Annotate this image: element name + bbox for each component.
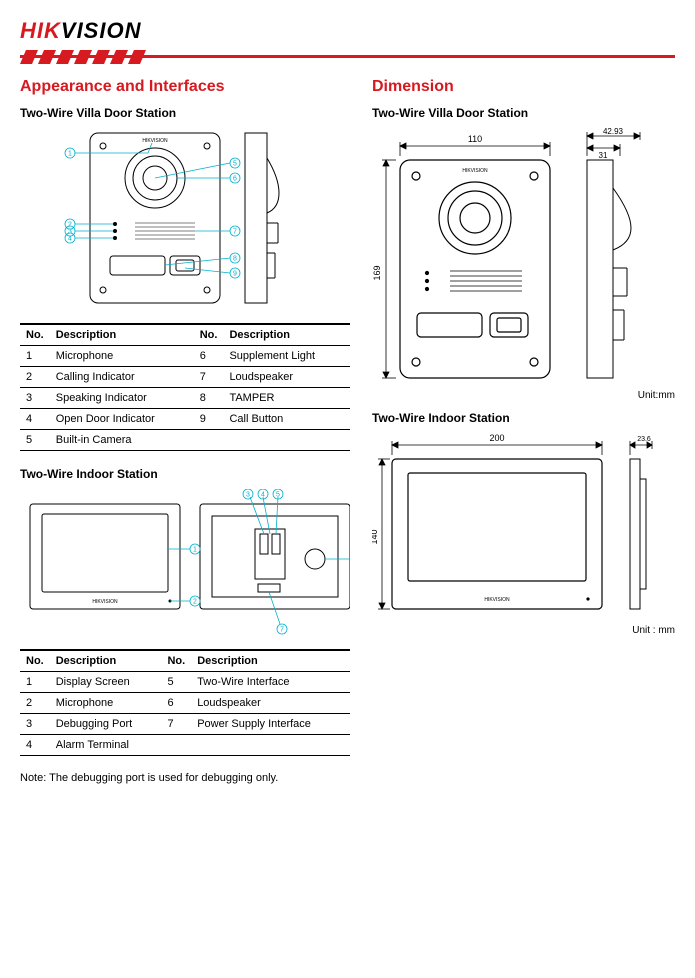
- svg-text:5: 5: [276, 492, 280, 499]
- svg-text:7: 7: [233, 229, 237, 236]
- th-desc1: Description: [50, 650, 162, 672]
- table-row: 4Alarm Terminal: [20, 735, 350, 756]
- svg-text:HIKVISION: HIKVISION: [142, 138, 168, 144]
- unit-label: Unit:mm: [372, 390, 675, 401]
- svg-text:169: 169: [372, 265, 382, 280]
- svg-text:2: 2: [68, 222, 72, 229]
- table-row: 2Microphone6Loudspeaker: [20, 693, 350, 714]
- door-dimension-diagram: 110 169 HIKVISION: [372, 128, 675, 401]
- th-no2: No.: [194, 324, 224, 346]
- indoor-dimension-diagram: 200 140 HIKVISION: [372, 433, 675, 636]
- svg-text:110: 110: [468, 134, 482, 144]
- svg-text:1: 1: [193, 547, 197, 554]
- indoor-station-heading: Two-Wire Indoor Station: [20, 467, 350, 481]
- svg-text:31: 31: [599, 151, 608, 160]
- door-station-heading: Two-Wire Villa Door Station: [20, 106, 350, 120]
- logo-part1: HIK: [20, 18, 61, 43]
- svg-text:9: 9: [233, 271, 237, 278]
- table-row: 2Calling Indicator7Loudspeaker: [20, 367, 350, 388]
- door-station-diagram: HIKVISION: [20, 128, 350, 313]
- right-column: Dimension Two-Wire Villa Door Station 11…: [372, 78, 675, 784]
- divider-band: [20, 50, 675, 64]
- svg-text:1: 1: [68, 151, 72, 158]
- dim-door-heading: Two-Wire Villa Door Station: [372, 106, 675, 120]
- brand-logo: HIKVISION: [20, 18, 141, 43]
- svg-text:HIKVISION: HIKVISION: [484, 597, 510, 603]
- svg-text:5: 5: [233, 161, 237, 168]
- table-row: 3Debugging Port7Power Supply Interface: [20, 714, 350, 735]
- dimension-title: Dimension: [372, 78, 675, 96]
- svg-text:23.6: 23.6: [637, 436, 651, 443]
- svg-text:4: 4: [68, 236, 72, 243]
- logo-row: HIKVISION: [20, 18, 675, 44]
- th-desc1: Description: [50, 324, 194, 346]
- svg-text:HIKVISION: HIKVISION: [462, 168, 488, 174]
- svg-text:42.93: 42.93: [603, 128, 624, 136]
- indoor-station-table: No. Description No. Description 1Display…: [20, 649, 350, 756]
- svg-text:HIKVISION: HIKVISION: [92, 599, 118, 605]
- table-row: 4Open Door Indicator9Call Button: [20, 409, 350, 430]
- table-row: 1Microphone6Supplement Light: [20, 346, 350, 367]
- table-row: 1Display Screen5Two-Wire Interface: [20, 672, 350, 693]
- appearance-title: Appearance and Interfaces: [20, 78, 350, 96]
- debug-note: Note: The debugging port is used for deb…: [20, 772, 350, 784]
- svg-text:3: 3: [246, 492, 250, 499]
- th-no2: No.: [161, 650, 191, 672]
- svg-text:140: 140: [372, 529, 379, 544]
- svg-text:3: 3: [68, 229, 72, 236]
- svg-text:200: 200: [489, 433, 504, 443]
- th-no1: No.: [20, 324, 50, 346]
- table-row: 5Built-in Camera: [20, 430, 350, 451]
- logo-part2: VISION: [61, 18, 142, 43]
- svg-text:6: 6: [233, 176, 237, 183]
- unit-label2: Unit : mm: [372, 625, 675, 636]
- svg-text:2: 2: [193, 599, 197, 606]
- indoor-station-diagram: HIKVISION 1: [20, 489, 350, 639]
- door-station-table: No. Description No. Description 1Microph…: [20, 323, 350, 451]
- svg-text:4: 4: [261, 492, 265, 499]
- th-desc2: Description: [191, 650, 350, 672]
- th-desc2: Description: [223, 324, 350, 346]
- left-column: Appearance and Interfaces Two-Wire Villa…: [20, 78, 350, 784]
- dim-indoor-heading: Two-Wire Indoor Station: [372, 411, 675, 425]
- th-no1: No.: [20, 650, 50, 672]
- svg-text:8: 8: [233, 256, 237, 263]
- svg-text:7: 7: [280, 627, 284, 634]
- table-row: 3Speaking Indicator8TAMPER: [20, 388, 350, 409]
